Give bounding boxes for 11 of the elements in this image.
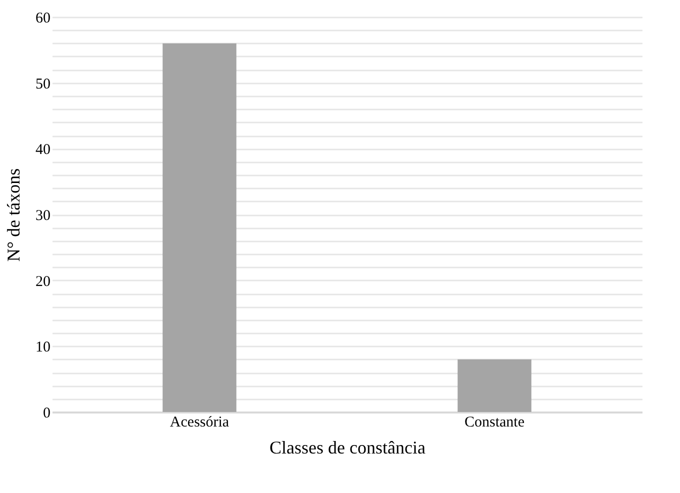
y-tick-label: 20 — [36, 274, 50, 290]
x-axis-title: Classes de constância — [270, 438, 426, 458]
y-tick-label: 50 — [36, 76, 50, 92]
y-tick-label: 60 — [36, 10, 50, 26]
y-axis-title: N° de táxons — [4, 168, 24, 262]
x-tick-label: Acessória — [170, 414, 230, 430]
y-tick-label: 10 — [36, 340, 50, 356]
y-tick-label: 30 — [36, 208, 50, 224]
y-tick-label: 40 — [36, 142, 50, 158]
x-tick-label: Constante — [464, 414, 525, 430]
y-tick-label: 0 — [43, 406, 50, 422]
